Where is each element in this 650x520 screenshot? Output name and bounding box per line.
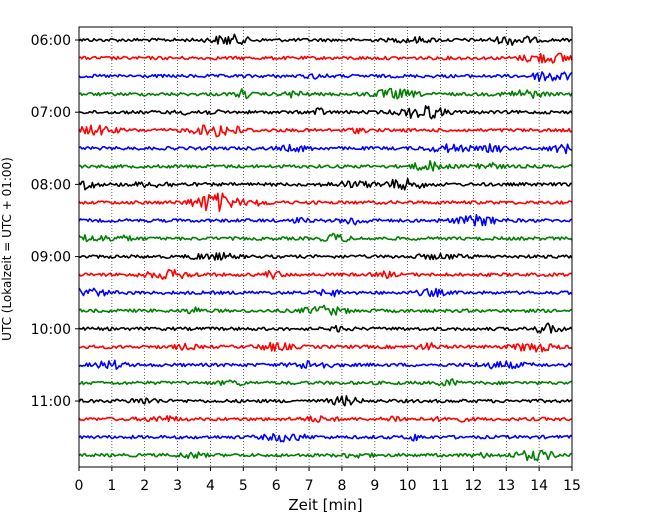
y-axis: 06:00 07:00 08:00 09:00 10:00 11:00	[31, 33, 79, 410]
y-axis-label: UTC (Lokalzeit = UTC + 01:00)	[0, 157, 14, 341]
plot-frame	[78, 26, 573, 468]
seismic-trace	[78, 341, 573, 353]
seismic-trace	[78, 87, 573, 100]
seismic-trace	[78, 449, 573, 462]
seismic-trace	[78, 160, 573, 172]
seismic-trace	[78, 124, 573, 138]
x-axis: 0 1 2 3 4 5 6 7 8 9 10 11 12 13 14 15	[75, 467, 581, 494]
y-tick-label: 10:00	[31, 322, 71, 338]
seismic-trace	[78, 268, 573, 281]
seismic-trace	[78, 214, 573, 227]
x-tick-label: 1	[107, 478, 116, 494]
seismic-trace	[78, 415, 573, 423]
x-tick-label: 8	[337, 478, 346, 494]
seismic-trace	[78, 395, 573, 407]
x-tick-label: 2	[140, 478, 149, 494]
x-tick-label: 14	[530, 478, 548, 494]
x-tick-label: 0	[75, 478, 84, 494]
seismic-trace	[78, 432, 573, 443]
x-tick-label: 3	[173, 478, 182, 494]
seismic-trace	[78, 251, 573, 261]
x-tick-label: 11	[432, 478, 450, 494]
x-tick-label: 10	[399, 478, 417, 494]
seismic-trace	[78, 359, 573, 370]
x-tick-label: 13	[497, 478, 515, 494]
seismic-trace	[78, 143, 573, 155]
seismic-trace	[78, 71, 573, 83]
x-tick-label: 5	[239, 478, 248, 494]
y-tick-label: 09:00	[31, 250, 71, 266]
seismic-trace	[78, 192, 573, 212]
x-axis-label: Zeit [min]	[288, 496, 362, 514]
x-tick-label: 12	[464, 478, 482, 494]
seismic-trace	[78, 304, 573, 316]
seismic-trace	[78, 177, 573, 191]
y-tick-label: 11:00	[31, 394, 71, 410]
trace-group	[78, 33, 573, 462]
seismic-trace	[78, 322, 573, 334]
seismic-trace	[78, 33, 573, 47]
x-tick-label: 7	[305, 478, 314, 494]
seismic-trace	[78, 378, 573, 387]
y-tick-label: 08:00	[31, 177, 71, 193]
seismic-trace	[78, 287, 573, 298]
vertical-grid	[111, 27, 540, 467]
y-tick-label: 06:00	[31, 33, 71, 49]
seismic-trace	[78, 105, 573, 120]
x-tick-label: 4	[206, 478, 215, 494]
x-tick-label: 9	[370, 478, 379, 494]
x-tick-label: 6	[272, 478, 281, 494]
x-tick-label: 15	[563, 478, 581, 494]
y-tick-label: 07:00	[31, 105, 71, 121]
seismic-trace	[78, 52, 573, 64]
seismic-trace	[78, 232, 573, 243]
